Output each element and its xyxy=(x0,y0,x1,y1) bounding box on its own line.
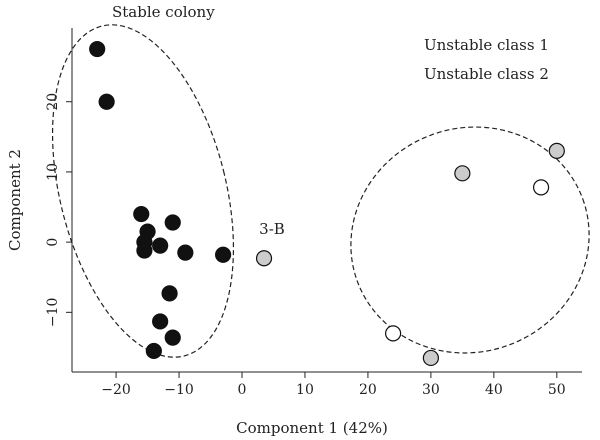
annotation-3b: 3-B xyxy=(259,220,285,238)
legend-entry-unstable-class-2: Unstable class 2 xyxy=(424,65,549,83)
x-axis-title: Component 1 (42%) xyxy=(236,419,388,437)
y-axis-ticks: −10 0 10 20 xyxy=(45,93,72,327)
point-stable-colony xyxy=(89,40,106,58)
x-tick-label: −10 xyxy=(164,382,194,398)
point-stable-colony xyxy=(161,285,178,302)
y-tick-label: −10 xyxy=(45,298,61,328)
point-stable-colony xyxy=(152,313,169,330)
annotation-stable-colony: Stable colony xyxy=(112,3,215,21)
x-tick-label: 10 xyxy=(296,382,314,398)
y-axis-title: Component 2 xyxy=(6,149,24,251)
point-unstable-class-2 xyxy=(255,250,273,267)
point-stable-colony xyxy=(164,214,181,231)
stable-cluster-ellipse xyxy=(51,24,235,358)
point-stable-colony xyxy=(145,342,162,360)
x-tick-label: 40 xyxy=(485,382,503,398)
cluster-ellipses xyxy=(51,24,590,358)
point-unstable-class-2 xyxy=(422,349,439,367)
y-tick-label: 20 xyxy=(45,93,61,111)
y-tick-label: 10 xyxy=(45,163,61,181)
data-points xyxy=(89,40,565,367)
x-tick-label: 50 xyxy=(548,382,566,398)
legend: Unstable class 1 Unstable class 2 xyxy=(424,36,549,83)
point-unstable-class-1 xyxy=(532,179,550,196)
point-unstable-class-2 xyxy=(454,165,471,182)
unstable-cluster-ellipse xyxy=(350,126,590,354)
point-stable-colony xyxy=(98,93,115,110)
x-tick-label: 20 xyxy=(359,382,377,398)
point-stable-colony xyxy=(152,237,169,254)
x-tick-label: 0 xyxy=(238,382,247,398)
x-tick-label: 30 xyxy=(422,382,440,398)
y-tick-label: 0 xyxy=(45,238,61,247)
legend-entry-unstable-class-1: Unstable class 1 xyxy=(424,36,549,54)
point-unstable-class-2 xyxy=(548,142,565,159)
point-stable-colony xyxy=(136,242,153,259)
point-stable-colony xyxy=(215,246,232,263)
point-stable-colony xyxy=(177,244,194,261)
axes xyxy=(71,28,582,373)
x-axis-ticks: −20 −10 0 10 20 30 40 50 xyxy=(101,372,566,398)
point-unstable-class-1 xyxy=(385,325,402,342)
point-stable-colony xyxy=(164,329,181,346)
point-stable-colony xyxy=(133,205,150,223)
x-tick-label: −20 xyxy=(101,382,131,398)
